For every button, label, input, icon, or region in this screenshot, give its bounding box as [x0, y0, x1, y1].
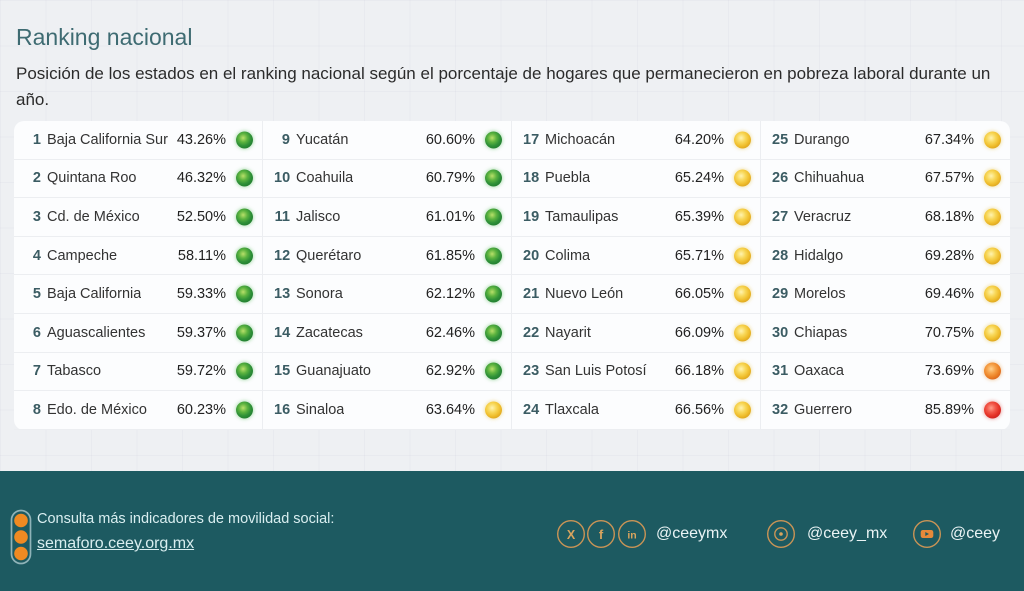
svg-text:f: f	[599, 527, 604, 542]
svg-text:X: X	[567, 528, 576, 542]
svg-text:in: in	[627, 530, 636, 542]
